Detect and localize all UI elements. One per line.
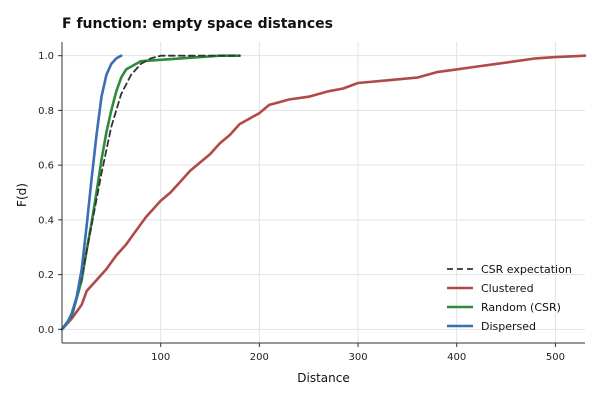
plot-lines [60,54,587,331]
x-axis-title: Distance [297,371,349,385]
axes [61,42,585,344]
tick-labels: 100 200 300 400 500 0.0 0.2 0.4 0.6 0.8 1.0 [38,51,565,363]
x-tick-label: 300 [348,352,367,363]
legend-label: Random (CSR) [481,301,561,314]
y-tick-label: 0.2 [38,270,54,281]
grid [62,42,585,343]
series-line-csr-expectation [61,54,241,331]
x-tick-label: 500 [546,352,565,363]
y-tick-label: 0.6 [38,161,54,172]
x-tick-label: 200 [250,352,269,363]
chart-title: F function: empty space distances [62,16,333,32]
y-tick-label: 0.8 [38,106,54,117]
y-tick-label: 0.4 [38,215,54,226]
legend-label: CSR expectation [481,263,572,276]
y-tick-label: 1.0 [38,51,54,62]
y-axis-title: F(d) [15,183,29,207]
x-tick-label: 100 [151,352,170,363]
series-line-dispersed [60,54,123,331]
y-tick-label: 0.0 [38,325,54,336]
x-tick-label: 400 [447,352,466,363]
legend-label: Clustered [481,282,534,295]
legend-label: Dispersed [481,320,536,333]
legend: CSR expectation Clustered Random (CSR) Disp… [447,263,572,333]
series-line-clustered [60,54,587,331]
